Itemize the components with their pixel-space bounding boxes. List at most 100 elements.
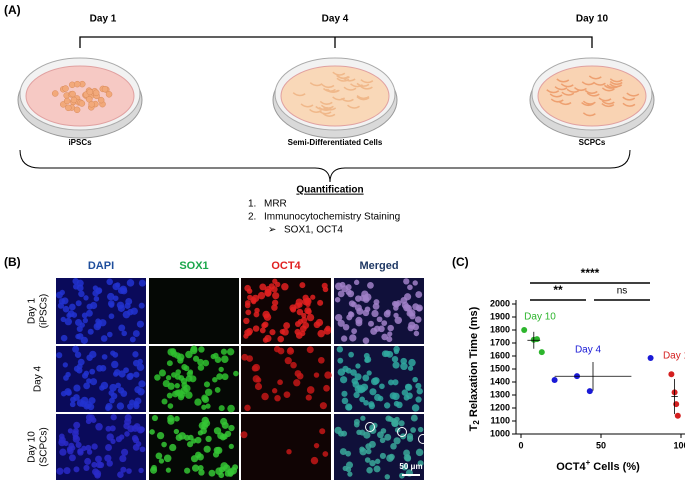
dish-cell [546,89,560,94]
cell-nucleus [271,286,278,293]
cell-nucleus [319,402,327,410]
dish-cell [592,81,606,86]
cell-nucleus [95,461,103,469]
cell-nucleus [301,312,307,319]
cell-nucleus [95,423,103,431]
y-label-main: T [468,424,480,431]
cell-nucleus [244,284,251,292]
cell-nucleus [244,404,251,412]
series-label: Day 1 [663,351,685,362]
dish-medium [280,65,390,127]
cell-nucleus [99,365,107,372]
cell-nucleus [180,377,188,385]
cell-nucleus [136,320,145,328]
x-axis-label: OCT4+ Cells (%) [556,458,640,473]
cell-nucleus [413,330,420,337]
cell-nucleus [363,293,372,301]
cell-nucleus [415,382,422,389]
cell-nucleus [277,379,283,386]
cell-nucleus [66,446,73,453]
dish-cell [342,77,356,82]
cell-nucleus [106,278,113,286]
cell-nucleus [126,468,132,474]
cell-nucleus [167,414,175,422]
cell-nucleus [368,320,374,327]
cell-nucleus [352,381,360,388]
cell-nucleus [76,284,84,292]
cell-nucleus [63,440,69,447]
cell-nucleus [85,444,92,451]
dish-label: iPSCs [68,138,92,147]
row-label: Day 4 [33,366,44,393]
dish-cell [582,112,596,117]
cell-nucleus [77,358,85,366]
dish-cell [70,96,78,104]
dish-cell [549,93,563,98]
y-tick-label: 1400 [490,376,510,386]
dish-label: SCPCs [579,138,606,147]
cell-nucleus [324,371,332,379]
cell-nucleus [56,352,63,359]
cell-nucleus [251,365,259,372]
dish-cell [588,75,602,80]
data-point [534,336,540,343]
cell-nucleus [72,430,79,438]
panel-label: (B) [4,255,21,269]
cell-nucleus [120,390,128,397]
cell-nucleus [67,428,74,434]
dish-medium [25,65,135,127]
cell-nucleus [122,310,131,319]
cell-nucleus [81,312,88,319]
cell-nucleus [184,467,191,474]
cell-nucleus [406,310,414,317]
y-tick-label: 1200 [490,402,510,412]
cell-nucleus [165,375,172,381]
cell-nucleus [69,401,76,408]
cell-nucleus [359,429,366,436]
dish-cell [65,104,72,112]
cell-nucleus [214,387,221,393]
cell-nucleus [59,289,65,296]
cell-nucleus [150,466,158,474]
cell-nucleus [89,368,96,375]
cell-nucleus [355,363,361,369]
x-tick-label: 100 [673,440,685,450]
micrograph [149,278,239,344]
cell-nucleus [86,303,93,310]
cell-nucleus [305,308,312,315]
dish-cell [598,97,612,102]
highlight-circle [397,427,407,437]
cell-nucleus [194,436,202,444]
data-point [647,354,654,361]
cell-nucleus [184,434,190,441]
dish-cell [560,83,574,88]
cell-nucleus [197,430,204,436]
cell-nucleus [365,443,372,450]
dish-cell [558,101,572,106]
list-marker: 2. [248,212,256,223]
cell-nucleus [355,319,363,327]
cell-nucleus [388,379,394,386]
dish-cell [550,98,564,103]
cell-nucleus [167,403,174,409]
cell-nucleus [61,297,69,305]
cell-nucleus [84,401,92,409]
cell-nucleus [345,367,352,374]
cell-nucleus [360,415,366,421]
cell-nucleus [115,282,121,288]
cell-nucleus [294,370,302,377]
dish-cell [566,88,580,93]
cell-nucleus [76,399,85,407]
cell-nucleus [403,278,410,285]
cell-nucleus [76,325,83,333]
cell-nucleus [401,463,409,471]
cell-nucleus [325,325,331,332]
cell-nucleus [63,467,71,475]
dish-cell [320,104,334,109]
cell-nucleus [271,299,279,306]
y-tick-label: 1300 [490,389,510,399]
cell-nucleus [392,392,400,401]
cell-nucleus [244,300,251,306]
cell-nucleus [201,404,207,410]
